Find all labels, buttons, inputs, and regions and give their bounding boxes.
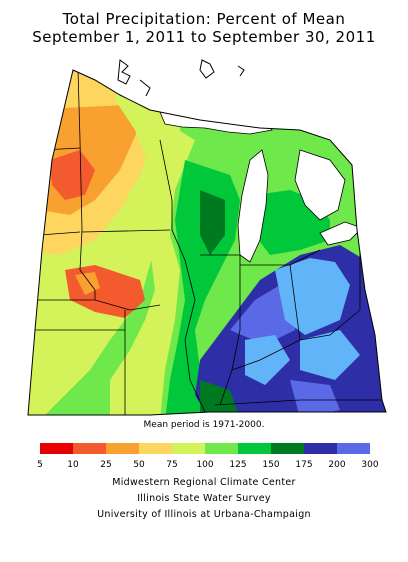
zone-iowa-orange [75,272,100,295]
zone-southwest-dark [200,380,240,415]
map-frame [27,69,387,416]
border-mississippi [159,139,206,413]
border-illinois-indiana [200,254,241,406]
zone-indiana-light-blue [245,335,290,385]
border-kentucky-tennessee [214,399,385,406]
border-sd-nebraska [39,231,81,236]
legend-tick: 200 [328,460,346,470]
zone-kentucky-light-blue [300,330,360,380]
legend-swatch-175-200 [304,443,337,454]
border-dakotas-minnesota [77,70,83,271]
zone-mississippi-corridor [110,70,195,415]
border-ohio-river [231,309,361,371]
legend-tick: 5 [37,460,43,470]
precipitation-field [28,70,386,415]
legend-swatch-150-175 [271,443,304,454]
legend-swatch-200-300 [337,443,370,454]
legend-tick: 175 [295,460,313,470]
legend-swatch-10-25 [73,443,106,454]
legend-tick: 100 [196,460,214,470]
legend-tick: 75 [166,460,178,470]
canada-coast-west [117,59,131,85]
zone-kentucky-blue [290,380,340,415]
map-frame-and-coast [27,59,387,416]
mean-period-note: Mean period is 1971-2000. [143,420,265,430]
map-date-range: September 1, 2011 to September 30, 2011 [32,28,376,46]
map-title: Total Precipitation: Percent of Mean [62,10,346,28]
legend-tick: 25 [100,460,112,470]
border-michigan-ohio [289,249,321,266]
border-iowa-missouri [79,269,161,311]
legend-tick: 150 [262,460,280,470]
legend-swatch-50-75 [139,443,172,454]
zone-dakota-low [50,150,95,200]
legend-tick: 300 [361,460,379,470]
state-borders [35,70,385,415]
canada-coast-east [237,65,245,77]
zone-wisconsin-dark [200,190,225,255]
credit-university: University of Illinois at Urbana-Champai… [97,509,311,520]
canada-coast-ontario [139,79,151,97]
lake-huron [294,149,346,221]
zone-ohio-light-blue [275,258,350,335]
legend-swatch-5-10 [40,443,73,454]
credit-isws: Illinois State Water Survey [137,493,271,504]
legend-swatch-25-50 [106,443,139,454]
credit-mrcc: Midwestern Regional Climate Center [112,477,296,488]
border-minnesota-iowa [81,229,171,233]
canada-coast-central [199,59,215,79]
legend-swatch-125-150 [238,443,271,454]
legend-swatch-100-125 [205,443,238,454]
lake-michigan [237,149,269,263]
legend-swatch-75-100 [172,443,205,454]
legend-tick: 125 [229,460,247,470]
lake-erie [319,221,363,246]
legend-tick: 50 [133,460,145,470]
legend-tick: 10 [67,460,79,470]
